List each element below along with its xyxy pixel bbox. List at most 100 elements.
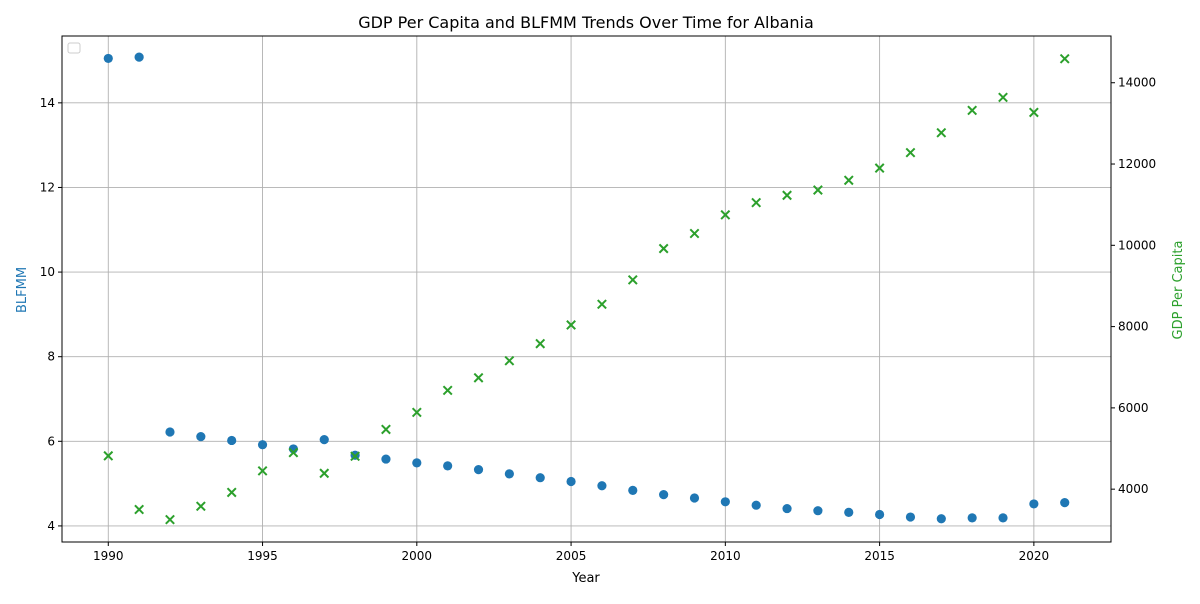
gdp-point-stroke [319,468,330,479]
gdp-point [689,228,700,239]
gdp-point [812,185,823,195]
blfmm-point [227,435,237,446]
gdp-point-stroke [1028,107,1039,118]
gdp-point [535,338,546,349]
blfmm-point [936,514,946,524]
blfmm-point [751,500,761,510]
gdp-point-stroke [473,372,484,383]
gdp-point-stroke [411,407,422,418]
gdp-point-stroke [658,243,669,254]
gdp-point [473,372,484,383]
gdp-point-stroke [442,385,453,396]
blfmm-point [319,435,329,445]
blfmm-point [1060,498,1070,508]
gdp-point-stroke [998,92,1008,103]
blfmm-point [597,481,607,491]
gdp-point [998,92,1008,103]
gdp-point-stroke [967,105,978,116]
blfmm-point [165,427,175,437]
gdp-point-stroke [504,355,515,366]
gdp-point [226,487,237,498]
gdp-point-stroke [782,190,792,201]
gdp-point-stroke [257,465,268,476]
gdp-point [319,468,330,479]
y-left-tick-label: 10 [40,265,55,279]
y-right-tick-label: 8000 [1118,320,1149,334]
gdp-point [1059,53,1070,64]
gdp-point [597,299,607,310]
gdp-point [1028,107,1039,118]
gdp-point-stroke [535,338,546,349]
blfmm-point [535,473,545,483]
blfmm-point [103,53,113,64]
gdp-point [350,451,361,462]
gdp-point-stroke [134,504,145,515]
x-tick-label: 2005 [556,549,587,563]
blfmm-point [628,485,638,495]
gdp-point [566,320,576,330]
y-right-tick-label: 10000 [1118,238,1156,252]
blfmm-point [659,490,669,500]
blfmm-point [905,512,916,522]
gdp-point [936,127,947,138]
gdp-point-stroke [195,501,206,512]
blfmm-point [412,458,422,468]
legend-box [67,42,81,54]
gdp-point [288,447,299,458]
gdp-point-stroke [103,450,114,461]
gdp-point [782,190,792,201]
gdp-point-stroke [905,147,916,158]
blfmm-point [720,497,730,507]
y-left-tick-label: 14 [40,96,55,110]
blfmm-point [566,476,576,487]
blfmm-point [844,507,854,517]
gdp-point-stroke [381,424,391,435]
gdp-point-stroke [751,197,762,208]
blfmm-point [967,513,977,523]
blfmm-point [257,440,268,450]
blfmm-point [689,493,700,503]
gdp-point-stroke [936,127,947,138]
gdp-point [751,197,762,208]
gdp-point-stroke [689,228,700,239]
x-tick-label: 2010 [710,549,741,563]
x-axis-label: Year [571,571,600,586]
y-right-tick-label: 12000 [1118,157,1156,171]
gdp-point [165,514,175,525]
gdp-point-stroke [843,175,854,186]
gdp-point [442,385,453,396]
blfmm-point [998,513,1008,523]
gdp-point-stroke [874,163,885,173]
series-layer [103,52,1070,525]
gdp-point [134,504,145,515]
gdp-point-stroke [597,299,607,310]
y-left-tick-label: 4 [47,519,55,533]
gdp-point [843,175,854,186]
blfmm-point [1029,499,1039,509]
y-left-tick-label: 8 [47,350,55,364]
gdp-point [627,274,638,285]
gdp-point [103,450,114,461]
gdp-point [720,209,731,220]
gdp-point-stroke [226,487,237,498]
x-tick-label: 2015 [864,549,895,563]
y-left-tick-label: 6 [47,434,55,448]
chart-title: GDP Per Capita and BLFMM Trends Over Tim… [358,13,814,32]
gdp-point [874,163,885,173]
gdp-point-stroke [566,320,576,330]
blfmm-point [381,454,391,464]
axis-layer: 1990 1995 2000 2005 2010 2015 2020 4 6 8 10 12 14 400… [40,76,1156,563]
gdp-point [967,105,978,116]
y-left-tick-label: 12 [40,180,55,194]
x-tick-label: 2000 [402,549,433,563]
blfmm-point [504,469,514,479]
blfmm-point [134,52,144,62]
blfmm-point [473,465,484,475]
gdp-point [195,501,206,512]
y-right-axis-label: GDP Per Capita [1171,241,1186,340]
y-right-tick-label: 4000 [1118,482,1149,496]
gdp-point-stroke [1059,53,1070,64]
grid-layer [62,36,1111,542]
